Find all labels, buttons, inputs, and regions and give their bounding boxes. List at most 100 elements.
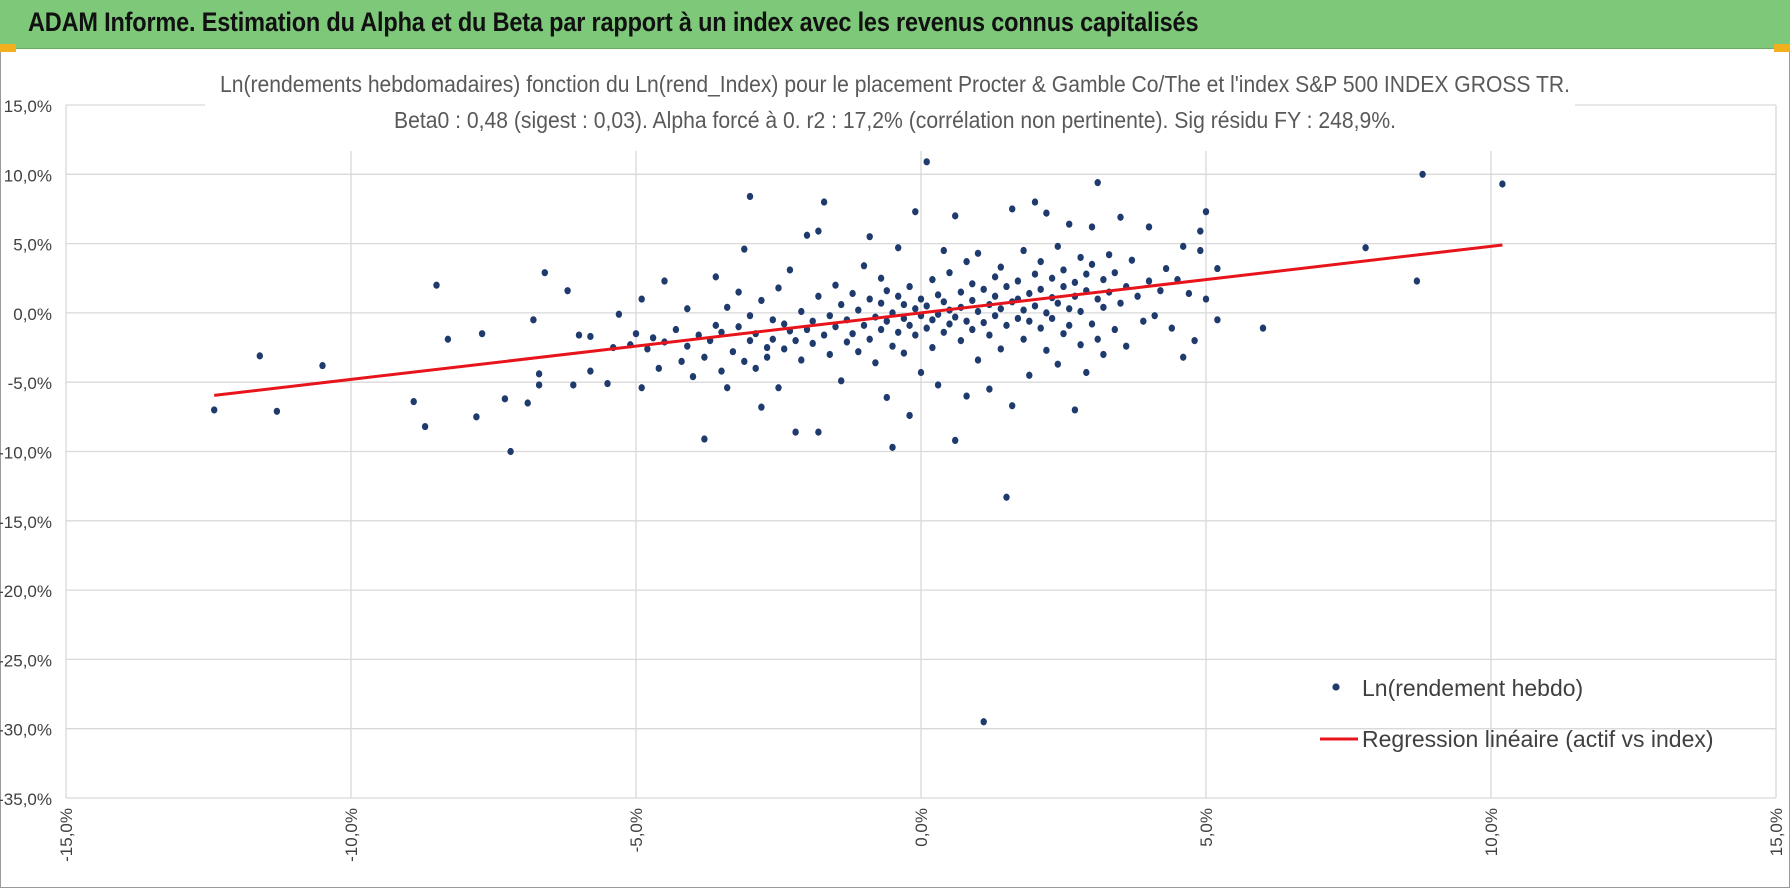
scatter-point (735, 288, 742, 296)
scatter-point (775, 384, 782, 392)
scatter-point (1180, 353, 1187, 361)
scatter-point (1197, 246, 1204, 255)
scatter-point (1066, 321, 1073, 329)
scatter-point (741, 357, 748, 366)
scatter-point (1031, 302, 1039, 310)
scatter-point (763, 353, 771, 361)
scatter-point (957, 288, 965, 296)
scatter-point (849, 330, 856, 338)
scatter-point (701, 353, 708, 361)
scatter-point (1071, 278, 1079, 287)
y-tick-label: -30,0% (0, 721, 52, 740)
y-tick-label: -20,0% (0, 582, 52, 601)
scatter-point (1060, 266, 1067, 274)
scatter-point (769, 316, 776, 324)
scatter-point (803, 231, 811, 239)
scatter-point (524, 399, 531, 407)
scatter-point (1037, 324, 1044, 332)
scatter-point (963, 317, 970, 325)
x-tick-label: 0,0% (912, 808, 931, 847)
scatter-point (444, 335, 452, 343)
scatter-point (1145, 223, 1153, 231)
scatter-point (820, 198, 828, 206)
scatter-point (724, 303, 731, 311)
scatter-point (860, 321, 868, 329)
scatter-point (895, 328, 902, 336)
scatter-point (1043, 309, 1050, 317)
scatter-point (1043, 346, 1050, 354)
scatter-point (900, 349, 908, 357)
scatter-point (1060, 330, 1067, 338)
scatter-point (969, 325, 976, 334)
scatter-point (1026, 371, 1033, 379)
scatter-point (798, 307, 805, 316)
scatter-point (1026, 317, 1033, 325)
scatter-point (1214, 264, 1221, 273)
scatter-point (507, 447, 514, 456)
scatter-point (1100, 350, 1107, 359)
scatter-point (695, 331, 702, 339)
scatter-point (1111, 269, 1119, 277)
scatter-point (1105, 251, 1113, 259)
scatter-point (1088, 223, 1096, 231)
scatter-point (1043, 209, 1050, 217)
scatter-point (735, 323, 742, 331)
scatter-point (1259, 324, 1267, 332)
scatter-point (1014, 277, 1022, 285)
scatter-point (974, 307, 982, 316)
legend: Ln(rendement hebdo) Regression linéaire … (1320, 675, 1714, 752)
scatter-point (672, 325, 680, 334)
scatter-point (661, 277, 668, 285)
scatter-point (1214, 316, 1221, 324)
scatter-point (1168, 324, 1176, 332)
scatter-point (1003, 321, 1010, 329)
scatter-point (1054, 360, 1062, 368)
scatter-point (849, 289, 856, 298)
scatter-point (1031, 270, 1039, 278)
scatter-point (877, 299, 885, 307)
scatter-point (564, 287, 571, 295)
scatter-point (974, 356, 982, 364)
scatter-point (991, 273, 999, 281)
scatter-point (940, 298, 947, 306)
scatter-point (912, 208, 919, 216)
scatter-point (883, 287, 890, 295)
scatter-point (917, 368, 925, 377)
scatter-point (963, 392, 970, 400)
scatter-point (1054, 242, 1062, 250)
scatter-point (872, 359, 879, 367)
scatter-point (1031, 198, 1039, 206)
y-tick-label: -10,0% (0, 444, 52, 463)
scatter-point (991, 292, 999, 300)
scatter-point (997, 305, 1004, 313)
scatter-point (541, 269, 548, 277)
scatter-point (895, 292, 902, 300)
scatter-point (929, 276, 936, 284)
scatter-point (877, 274, 885, 282)
scatter-point (638, 384, 645, 392)
scatter-point (410, 398, 417, 406)
scatter-point (638, 295, 645, 303)
scatter-point (501, 395, 509, 403)
scatter-point (1140, 317, 1147, 325)
scatter-point (1020, 335, 1027, 343)
scatter-point (792, 428, 799, 436)
scatter-point (883, 317, 890, 325)
x-tick-label: -10,0% (342, 808, 361, 862)
scatter-point (473, 413, 480, 421)
legend-label-points: Ln(rendement hebdo) (1362, 675, 1583, 701)
scatter-point (273, 407, 281, 415)
scatter-point (1094, 295, 1101, 303)
scatter-point (1037, 285, 1044, 293)
scatter-point (684, 342, 691, 350)
scatter-point (906, 411, 913, 420)
scatter-point (980, 319, 987, 327)
scatter-point (1066, 305, 1073, 313)
scatter-point (1117, 299, 1124, 307)
x-tick-label: -5,0% (627, 808, 646, 852)
scatter-point (741, 245, 748, 253)
scatter-point (923, 158, 930, 166)
scatter-point (917, 295, 925, 303)
scatter-point (758, 403, 765, 411)
scatter-point (655, 364, 662, 372)
